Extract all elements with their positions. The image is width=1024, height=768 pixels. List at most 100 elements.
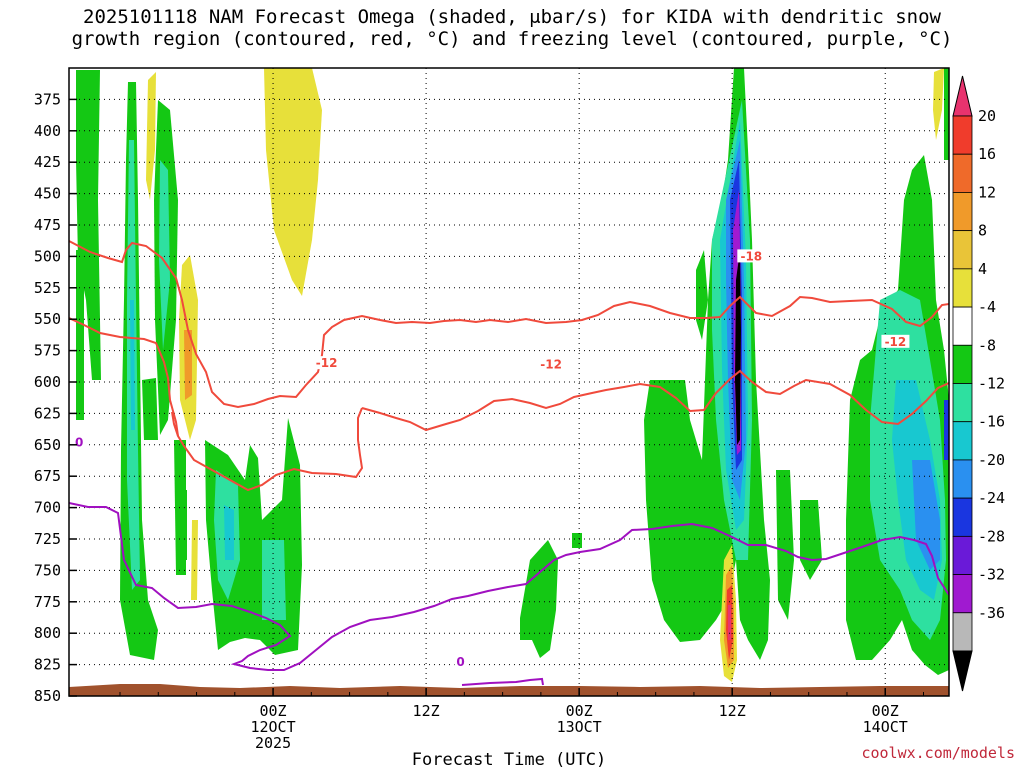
contour-label: 0	[75, 435, 83, 449]
x-tick-label: 12Z	[719, 702, 746, 720]
colorbar-swatch	[952, 421, 973, 461]
x-tick-label: 14OCT	[863, 718, 908, 736]
y-tick-label: 650	[34, 436, 61, 454]
y-tick-label: 450	[34, 185, 61, 203]
colorbar-label: 12	[978, 183, 996, 201]
y-tick-label: 525	[34, 279, 61, 297]
contour-label: -18	[740, 249, 762, 263]
x-tick-label: 12Z	[413, 702, 440, 720]
contour-label: 0	[456, 655, 464, 669]
y-tick-label: 475	[34, 216, 61, 234]
colorbar-swatch	[952, 192, 973, 232]
y-tick-label: 825	[34, 656, 61, 674]
omega-region	[146, 72, 156, 200]
contour-minus18-left	[69, 240, 949, 409]
contour-label-bg	[312, 356, 341, 370]
y-tick-label: 775	[34, 593, 61, 611]
colorbar-label: -4	[978, 298, 996, 316]
colorbar-label: -24	[978, 489, 1005, 507]
x-axis: 00Z12OCT202512Z00Z13OCT12Z00Z14OCT12Z00Z…	[119, 688, 924, 752]
chart-title: 2025101118 NAM Forecast Omega (shaded, μ…	[0, 6, 1024, 50]
contour-label-bg	[737, 249, 766, 263]
y-tick-label: 375	[34, 90, 61, 108]
omega-region	[933, 68, 944, 140]
colorbar: 20 16 12 8 4 -4 -8 -12 -16 -20 -24 -28 -32 -36	[952, 75, 1005, 692]
colorbar-swatch	[952, 497, 973, 537]
colorbar-swatch	[952, 115, 973, 155]
x-tick-label: 00Z	[872, 702, 899, 720]
omega-region	[572, 533, 582, 548]
y-tick-label: 850	[34, 687, 61, 705]
omega-region	[180, 490, 187, 560]
credit-text: coolwx.com/models	[861, 744, 1015, 762]
colorbar-swatch	[952, 535, 973, 575]
colorbar-swatch	[952, 574, 973, 614]
omega-region	[262, 540, 286, 620]
omega-region	[944, 400, 949, 460]
y-tick-label: 625	[34, 404, 61, 422]
colorbar-bottom-arrow	[952, 650, 973, 692]
omega-region	[944, 68, 949, 160]
colorbar-swatch	[952, 383, 973, 423]
y-tick-label: 400	[34, 122, 61, 140]
colorbar-swatch	[952, 459, 973, 499]
colorbar-swatch	[952, 230, 973, 270]
surface-strip	[69, 684, 949, 696]
y-tick-label: 700	[34, 499, 61, 517]
colorbar-top-arrow	[952, 75, 973, 117]
omega-region	[159, 160, 170, 350]
y-tick-label: 575	[34, 342, 61, 360]
contour-minus18-lower	[69, 317, 364, 492]
contours	[69, 240, 949, 686]
colorbar-label: -8	[978, 336, 996, 354]
colorbar-label: -16	[978, 413, 1005, 431]
colorbar-label: -20	[978, 451, 1005, 469]
omega-shading	[69, 68, 949, 696]
contour-minus12-left	[171, 411, 179, 437]
colorbar-label: 8	[978, 222, 987, 240]
omega-region	[224, 505, 234, 560]
contour-labels: -18-18-12-12-12000	[73, 249, 910, 669]
freezing-level-surface	[461, 677, 544, 686]
colorbar-label: 16	[978, 145, 996, 163]
omega-region	[520, 540, 558, 658]
x-tick-label: 13OCT	[557, 718, 602, 736]
title-line-2: growth region (contoured, red, °C) and f…	[71, 28, 953, 50]
colorbar-label: -36	[978, 604, 1005, 622]
freezing-level	[69, 502, 949, 671]
colorbar-label: -12	[978, 375, 1005, 393]
contour-label: -12	[540, 357, 562, 371]
omega-region	[76, 250, 84, 420]
y-tick-label: 675	[34, 467, 61, 485]
y-tick-label: 500	[34, 247, 61, 265]
contour-label-bg	[881, 334, 910, 348]
contour-minus12	[361, 369, 949, 432]
omega-region	[191, 520, 198, 600]
x-tick-label: 12OCT	[250, 718, 295, 736]
colorbar-label: -28	[978, 527, 1005, 545]
colorbar-swatch	[952, 612, 973, 652]
y-tick-label: 600	[34, 373, 61, 391]
colorbar-swatch	[952, 268, 973, 308]
contour-label: -12	[885, 335, 907, 349]
x-axis-label: Forecast Time (UTC)	[412, 750, 606, 768]
colorbar-label: -32	[978, 566, 1005, 584]
x-tick-label: 2025	[255, 734, 291, 752]
colorbar-swatch	[952, 306, 973, 346]
x-tick-label: 00Z	[566, 702, 593, 720]
contour-label-bg	[454, 655, 467, 669]
x-tick-label: 00Z	[260, 702, 287, 720]
omega-region	[728, 605, 731, 640]
y-tick-label: 800	[34, 624, 61, 642]
title-line-1: 2025101118 NAM Forecast Omega (shaded, μ…	[83, 6, 941, 28]
colorbar-label: 20	[978, 107, 996, 125]
contour-label: -12	[316, 356, 338, 370]
omega-region	[130, 300, 135, 430]
colorbar-swatch	[952, 344, 973, 384]
y-axis: 375 400 425 450 475 500 525 550 575 600 625 650 675 7…	[34, 90, 77, 705]
y-tick-label: 550	[34, 310, 61, 328]
omega-region	[264, 68, 322, 296]
omega-region	[76, 70, 101, 380]
y-tick-label: 725	[34, 530, 61, 548]
